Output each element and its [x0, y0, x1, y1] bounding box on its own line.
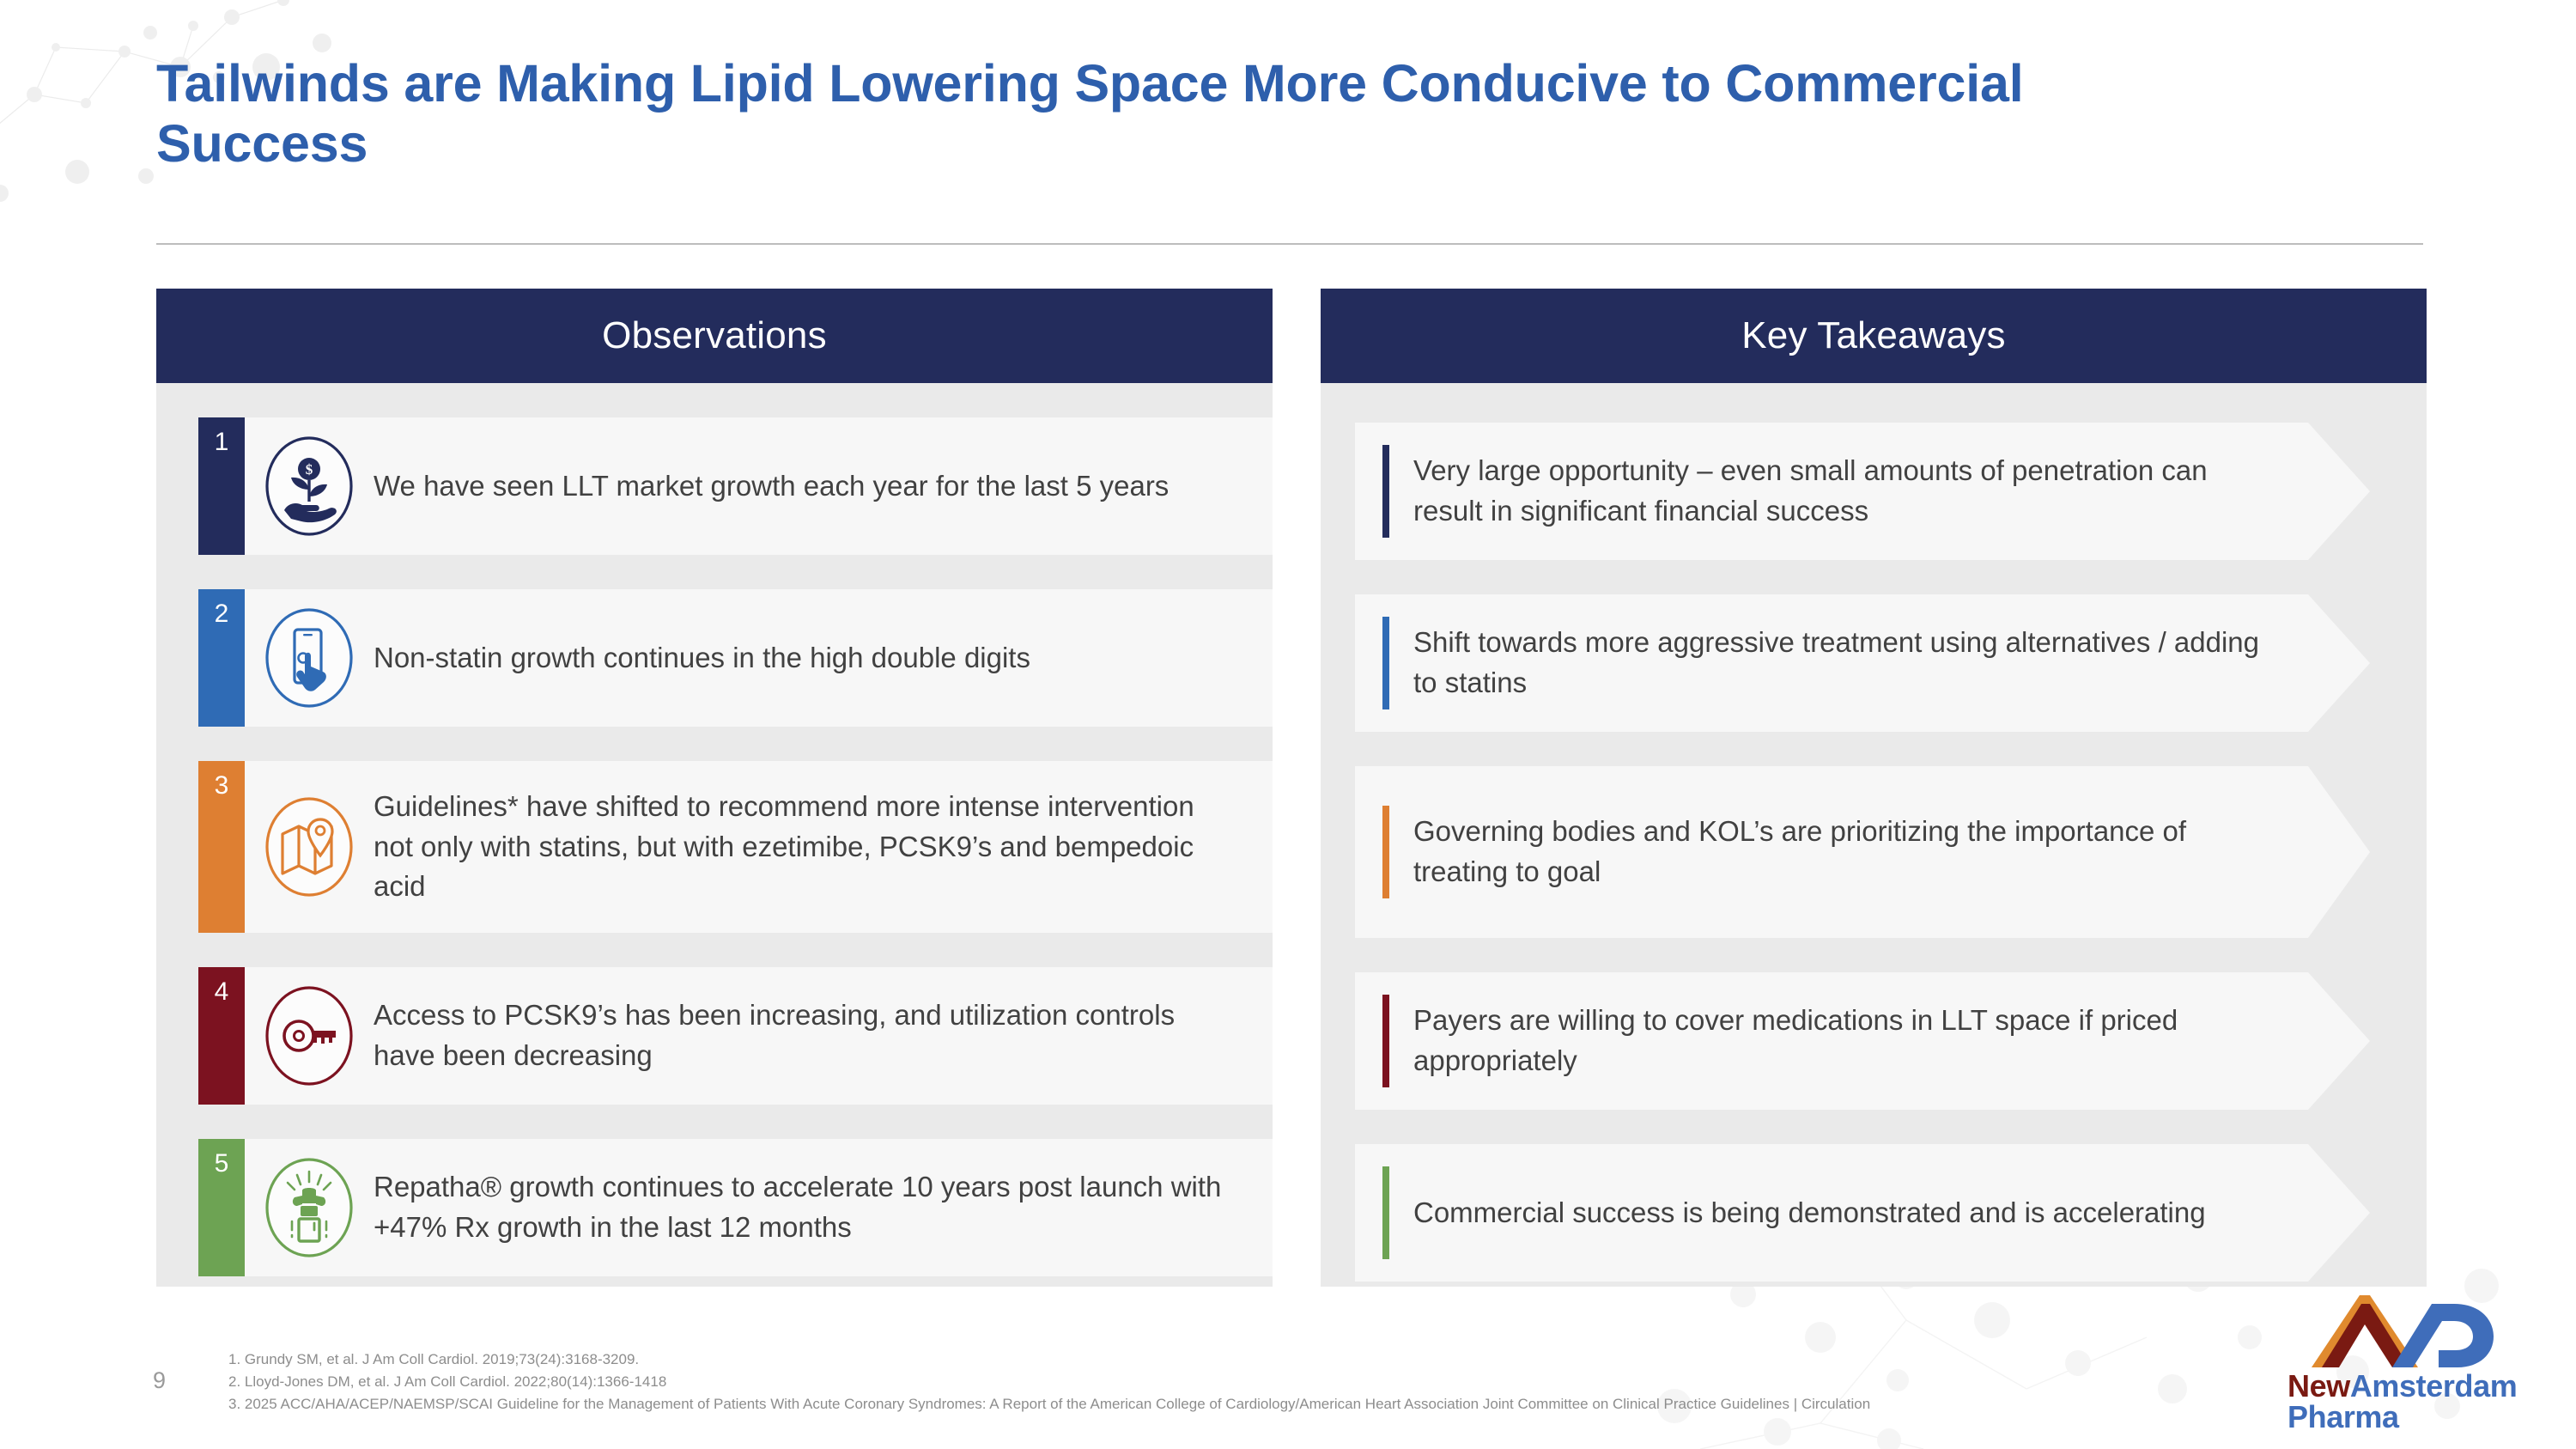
map-pin-icon — [245, 761, 374, 933]
rocket-launch-icon — [245, 1139, 374, 1276]
logo-wordmark-line1: NewAmsterdam — [2287, 1367, 2545, 1403]
key-takeaways-list: Very large opportunity – even small amou… — [1321, 417, 2427, 1282]
observation-number-badge: 1 — [198, 417, 245, 555]
logo-word-new: New — [2287, 1367, 2350, 1403]
key-takeaway-text: Shift towards more aggressive treatment … — [1413, 626, 2260, 698]
company-logo: NewAmsterdam Pharma — [2287, 1292, 2545, 1434]
accent-bar — [1382, 806, 1389, 898]
observation-text: We have seen LLT market growth each year… — [374, 469, 1170, 502]
observation-number-badge: 3 — [198, 761, 245, 933]
accent-bar — [1382, 1166, 1389, 1259]
footnote-item: 3. 2025 ACC/AHA/ACEP/NAEMSP/SCAI Guideli… — [228, 1395, 1871, 1412]
observation-number-badge: 5 — [198, 1139, 245, 1276]
accent-bar — [1382, 445, 1389, 538]
observation-row[interactable]: 4 Access to PCSK9’s has been increasing,… — [198, 967, 1273, 1105]
observations-panel: Observations 1 $ We have seen LLT market… — [156, 289, 1273, 1287]
observation-row[interactable]: 3 Guidelines* have shifted to recommend … — [198, 761, 1273, 933]
key-takeaway-row[interactable]: Payers are willing to cover medications … — [1355, 972, 2370, 1110]
key-takeaway-row[interactable]: Shift towards more aggressive treatment … — [1355, 594, 2370, 732]
observation-number-badge: 2 — [198, 589, 245, 727]
newamsterdam-logo-mark — [2312, 1294, 2494, 1367]
hand-holding-money-plant-icon: $ — [245, 417, 374, 555]
key-takeaway-text: Payers are willing to cover medications … — [1413, 1004, 2178, 1076]
observation-row[interactable]: 5 — [198, 1139, 1273, 1276]
key-takeaways-body: Very large opportunity – even small amou… — [1321, 383, 2427, 1287]
accent-bar — [1382, 617, 1389, 709]
key-takeaway-row[interactable]: Commercial success is being demonstrated… — [1355, 1144, 2370, 1282]
observation-text: Repatha® growth continues to accelerate … — [374, 1171, 1222, 1243]
title-block: Tailwinds are Making Lipid Lowering Spac… — [156, 53, 2131, 174]
accent-bar — [1382, 995, 1389, 1087]
key-takeaways-header: Key Takeaways — [1321, 289, 2427, 383]
key-takeaway-text: Very large opportunity – even small amou… — [1413, 454, 2208, 527]
svg-text:$: $ — [306, 461, 313, 478]
observations-body: 1 $ We have seen LLT market growth each … — [156, 383, 1273, 1287]
key-takeaway-row[interactable]: Very large opportunity – even small amou… — [1355, 423, 2370, 560]
footnote-item: 2. Lloyd-Jones DM, et al. J Am Coll Card… — [228, 1373, 667, 1390]
observations-header: Observations — [156, 289, 1273, 383]
observation-row[interactable]: 2 Non-statin growth continues in the hig… — [198, 589, 1273, 727]
observation-text: Access to PCSK9’s has been increasing, a… — [374, 999, 1176, 1071]
key-takeaway-text: Governing bodies and KOL’s are prioritiz… — [1413, 815, 2187, 887]
footnotes: 1. Grundy SM, et al. J Am Coll Cardiol. … — [228, 1349, 1870, 1415]
title-divider — [156, 243, 2423, 245]
key-takeaway-row[interactable]: Governing bodies and KOL’s are prioritiz… — [1355, 766, 2370, 938]
logo-word-amsterdam: Amsterdam — [2349, 1367, 2518, 1403]
observation-number-badge: 4 — [198, 967, 245, 1105]
observation-text: Guidelines* have shifted to recommend mo… — [374, 789, 1194, 903]
observation-text: Non-statin growth continues in the high … — [374, 641, 1030, 673]
key-icon — [245, 967, 374, 1105]
page-number: 9 — [153, 1367, 167, 1393]
smartphone-tap-icon — [245, 589, 374, 727]
observation-row[interactable]: 1 $ We have seen LLT market growth each … — [198, 417, 1273, 555]
key-takeaway-text: Commercial success is being demonstrated… — [1413, 1196, 2206, 1228]
key-takeaways-panel: Key Takeaways Very large opportunity – e… — [1321, 289, 2427, 1287]
logo-word-pharma: Pharma — [2287, 1399, 2399, 1435]
page-title: Tailwinds are Making Lipid Lowering Spac… — [156, 54, 2024, 174]
footnote-item: 1. Grundy SM, et al. J Am Coll Cardiol. … — [228, 1351, 640, 1367]
